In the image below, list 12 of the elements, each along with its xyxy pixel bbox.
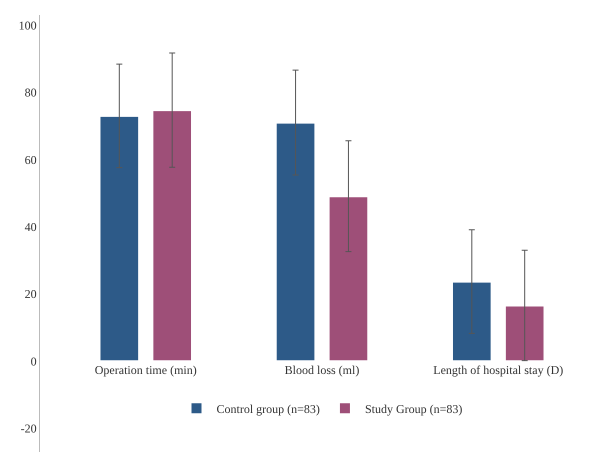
y-tick-label: 40 [24, 220, 37, 234]
y-tick-label: 60 [24, 152, 37, 167]
legend-label: Control group (n=83) [216, 402, 320, 416]
y-tick-label: 100 [18, 18, 37, 32]
y-tick-label: 20 [24, 287, 37, 302]
y-tick-label: 0 [30, 354, 37, 368]
x-tick-label: Blood loss (ml) [284, 363, 360, 378]
y-tick-label: -20 [20, 422, 37, 436]
legend-label: Study Group (n=83) [364, 402, 462, 416]
x-tick-label: Length of hospital stay (D) [433, 363, 564, 378]
x-tick-label: Operation time (min) [94, 363, 197, 378]
y-tick-label: 80 [24, 86, 37, 100]
